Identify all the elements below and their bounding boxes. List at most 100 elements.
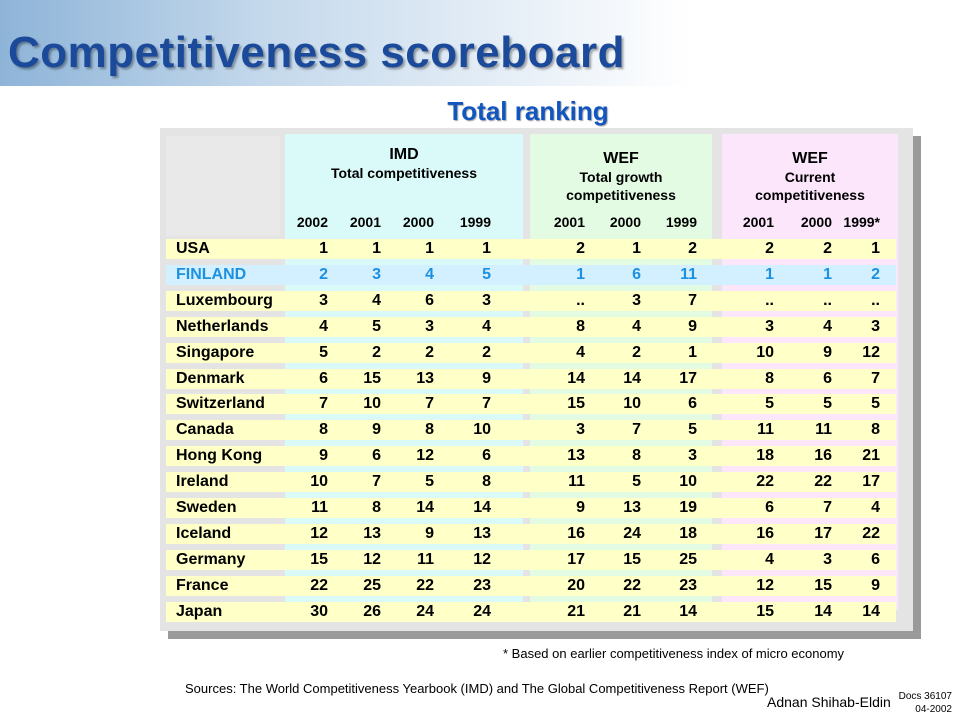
wef-current-sub2: competitiveness bbox=[755, 187, 865, 203]
country-label: Denmark bbox=[176, 370, 245, 387]
rank-cell: 13 bbox=[416, 370, 434, 387]
rank-cell: 7 bbox=[482, 395, 491, 412]
rank-cell: 1 bbox=[765, 266, 774, 283]
rank-cell: 6 bbox=[688, 395, 697, 412]
rank-cell: 9 bbox=[372, 421, 381, 438]
rank-cell: 7 bbox=[632, 421, 641, 438]
rank-cell: 2 bbox=[372, 344, 381, 361]
rank-cell: 14 bbox=[623, 370, 641, 387]
rank-cell: 21 bbox=[567, 603, 585, 620]
country-label: Canada bbox=[176, 421, 234, 438]
rank-cell: 13 bbox=[473, 525, 491, 542]
rank-cell: 8 bbox=[425, 421, 434, 438]
rank-cell: 9 bbox=[319, 447, 328, 464]
rank-cell: 8 bbox=[765, 370, 774, 387]
rank-cell: 5 bbox=[765, 395, 774, 412]
rank-cell: 14 bbox=[416, 499, 434, 516]
rank-cell: .. bbox=[576, 292, 585, 309]
rank-cell: 14 bbox=[473, 499, 491, 516]
rank-cell: 2 bbox=[425, 344, 434, 361]
rank-cell: 23 bbox=[473, 577, 491, 594]
rank-cell: 7 bbox=[871, 370, 880, 387]
rank-cell: 2 bbox=[576, 240, 585, 257]
rank-cell: 12 bbox=[473, 551, 491, 568]
rank-cell: 4 bbox=[319, 318, 328, 335]
rank-cell: 9 bbox=[688, 318, 697, 335]
row-band bbox=[166, 498, 896, 518]
rank-cell: 3 bbox=[823, 551, 832, 568]
row-band bbox=[166, 576, 896, 596]
rank-cell: 21 bbox=[623, 603, 641, 620]
rank-cell: 15 bbox=[756, 603, 774, 620]
rank-cell: 6 bbox=[372, 447, 381, 464]
table-subtitle: Total ranking bbox=[447, 96, 609, 126]
imd-name: IMD bbox=[389, 146, 419, 163]
rank-cell: 5 bbox=[372, 318, 381, 335]
rank-cell: 21 bbox=[862, 447, 880, 464]
table-row: Ireland 10 7 5 8 11 5 10 22 22 17 bbox=[166, 472, 896, 492]
rank-cell: 1 bbox=[688, 344, 697, 361]
row-band bbox=[166, 524, 896, 544]
rank-cell: 3 bbox=[765, 318, 774, 335]
year-header-wef_growth-2000: 2000 bbox=[609, 214, 641, 230]
rank-cell: 2 bbox=[871, 266, 880, 283]
rank-cell: 11 bbox=[311, 499, 328, 516]
table-row: Switzerland 7 10 7 7 15 10 6 5 5 5 bbox=[166, 394, 896, 414]
rank-cell: 15 bbox=[363, 370, 381, 387]
rank-cell: 10 bbox=[756, 344, 774, 361]
rank-cell: 7 bbox=[372, 473, 381, 490]
rank-cell: 9 bbox=[425, 525, 434, 542]
rank-cell: 24 bbox=[473, 603, 491, 620]
rank-cell: 9 bbox=[576, 499, 585, 516]
rank-cell: 17 bbox=[567, 551, 585, 568]
wef-growth-header: WEF Total growth competitiveness bbox=[530, 150, 712, 204]
rank-cell: 8 bbox=[319, 421, 328, 438]
rank-cell: 1 bbox=[372, 240, 381, 257]
rank-cell: 1 bbox=[576, 266, 585, 283]
rank-cell: 6 bbox=[871, 551, 880, 568]
table-row: Germany 15 12 11 12 17 15 25 4 3 6 bbox=[166, 550, 896, 570]
rank-cell: 3 bbox=[576, 421, 585, 438]
table-row: Luxembourg 3 4 6 3.. 3 7...... bbox=[166, 291, 896, 311]
rank-cell: 3 bbox=[425, 318, 434, 335]
rank-cell: 1 bbox=[319, 240, 328, 257]
year-header-wef_growth-2001: 2001 bbox=[553, 214, 585, 230]
rank-cell: .. bbox=[823, 292, 832, 309]
rank-cell: 8 bbox=[632, 447, 641, 464]
country-label: Hong Kong bbox=[176, 447, 263, 464]
rank-cell: 1 bbox=[871, 240, 880, 257]
rank-cell: 24 bbox=[623, 525, 641, 542]
rank-cell: 3 bbox=[482, 292, 491, 309]
rank-cell: 5 bbox=[319, 344, 328, 361]
rank-cell: 9 bbox=[823, 344, 832, 361]
wef-current-name: WEF bbox=[792, 150, 828, 167]
rank-cell: 6 bbox=[823, 370, 832, 387]
rank-cell: 2 bbox=[482, 344, 491, 361]
rank-cell: 6 bbox=[765, 499, 774, 516]
rank-cell: 3 bbox=[372, 266, 381, 283]
rank-cell: 15 bbox=[623, 551, 641, 568]
rank-cell: 9 bbox=[871, 577, 880, 594]
rank-cell: 6 bbox=[319, 370, 328, 387]
wef-growth-name: WEF bbox=[603, 150, 639, 167]
table-row: Denmark 6 15 13 9 14 14 17 8 6 7 bbox=[166, 369, 896, 389]
table-row: Hong Kong 9 6 12 6 13 8 3 18 16 21 bbox=[166, 446, 896, 466]
imd-header: IMD Total competitiveness bbox=[285, 146, 523, 182]
rank-cell: 12 bbox=[756, 577, 774, 594]
country-label: USA bbox=[176, 240, 210, 257]
rank-cell: 6 bbox=[425, 292, 434, 309]
rank-cell: 19 bbox=[679, 499, 697, 516]
sources-note: Sources: The World Competitiveness Yearb… bbox=[185, 681, 769, 696]
row-band bbox=[166, 265, 896, 285]
rank-cell: 5 bbox=[425, 473, 434, 490]
rank-cell: 5 bbox=[871, 395, 880, 412]
row-band bbox=[166, 602, 896, 622]
rank-cell: 13 bbox=[567, 447, 585, 464]
rank-cell: 10 bbox=[363, 395, 381, 412]
rank-cell: 11 bbox=[680, 266, 697, 283]
rank-cell: 8 bbox=[576, 318, 585, 335]
rank-cell: 12 bbox=[363, 551, 381, 568]
rank-cell: 2 bbox=[823, 240, 832, 257]
country-label: Sweden bbox=[176, 499, 237, 516]
rank-cell: 18 bbox=[679, 525, 697, 542]
